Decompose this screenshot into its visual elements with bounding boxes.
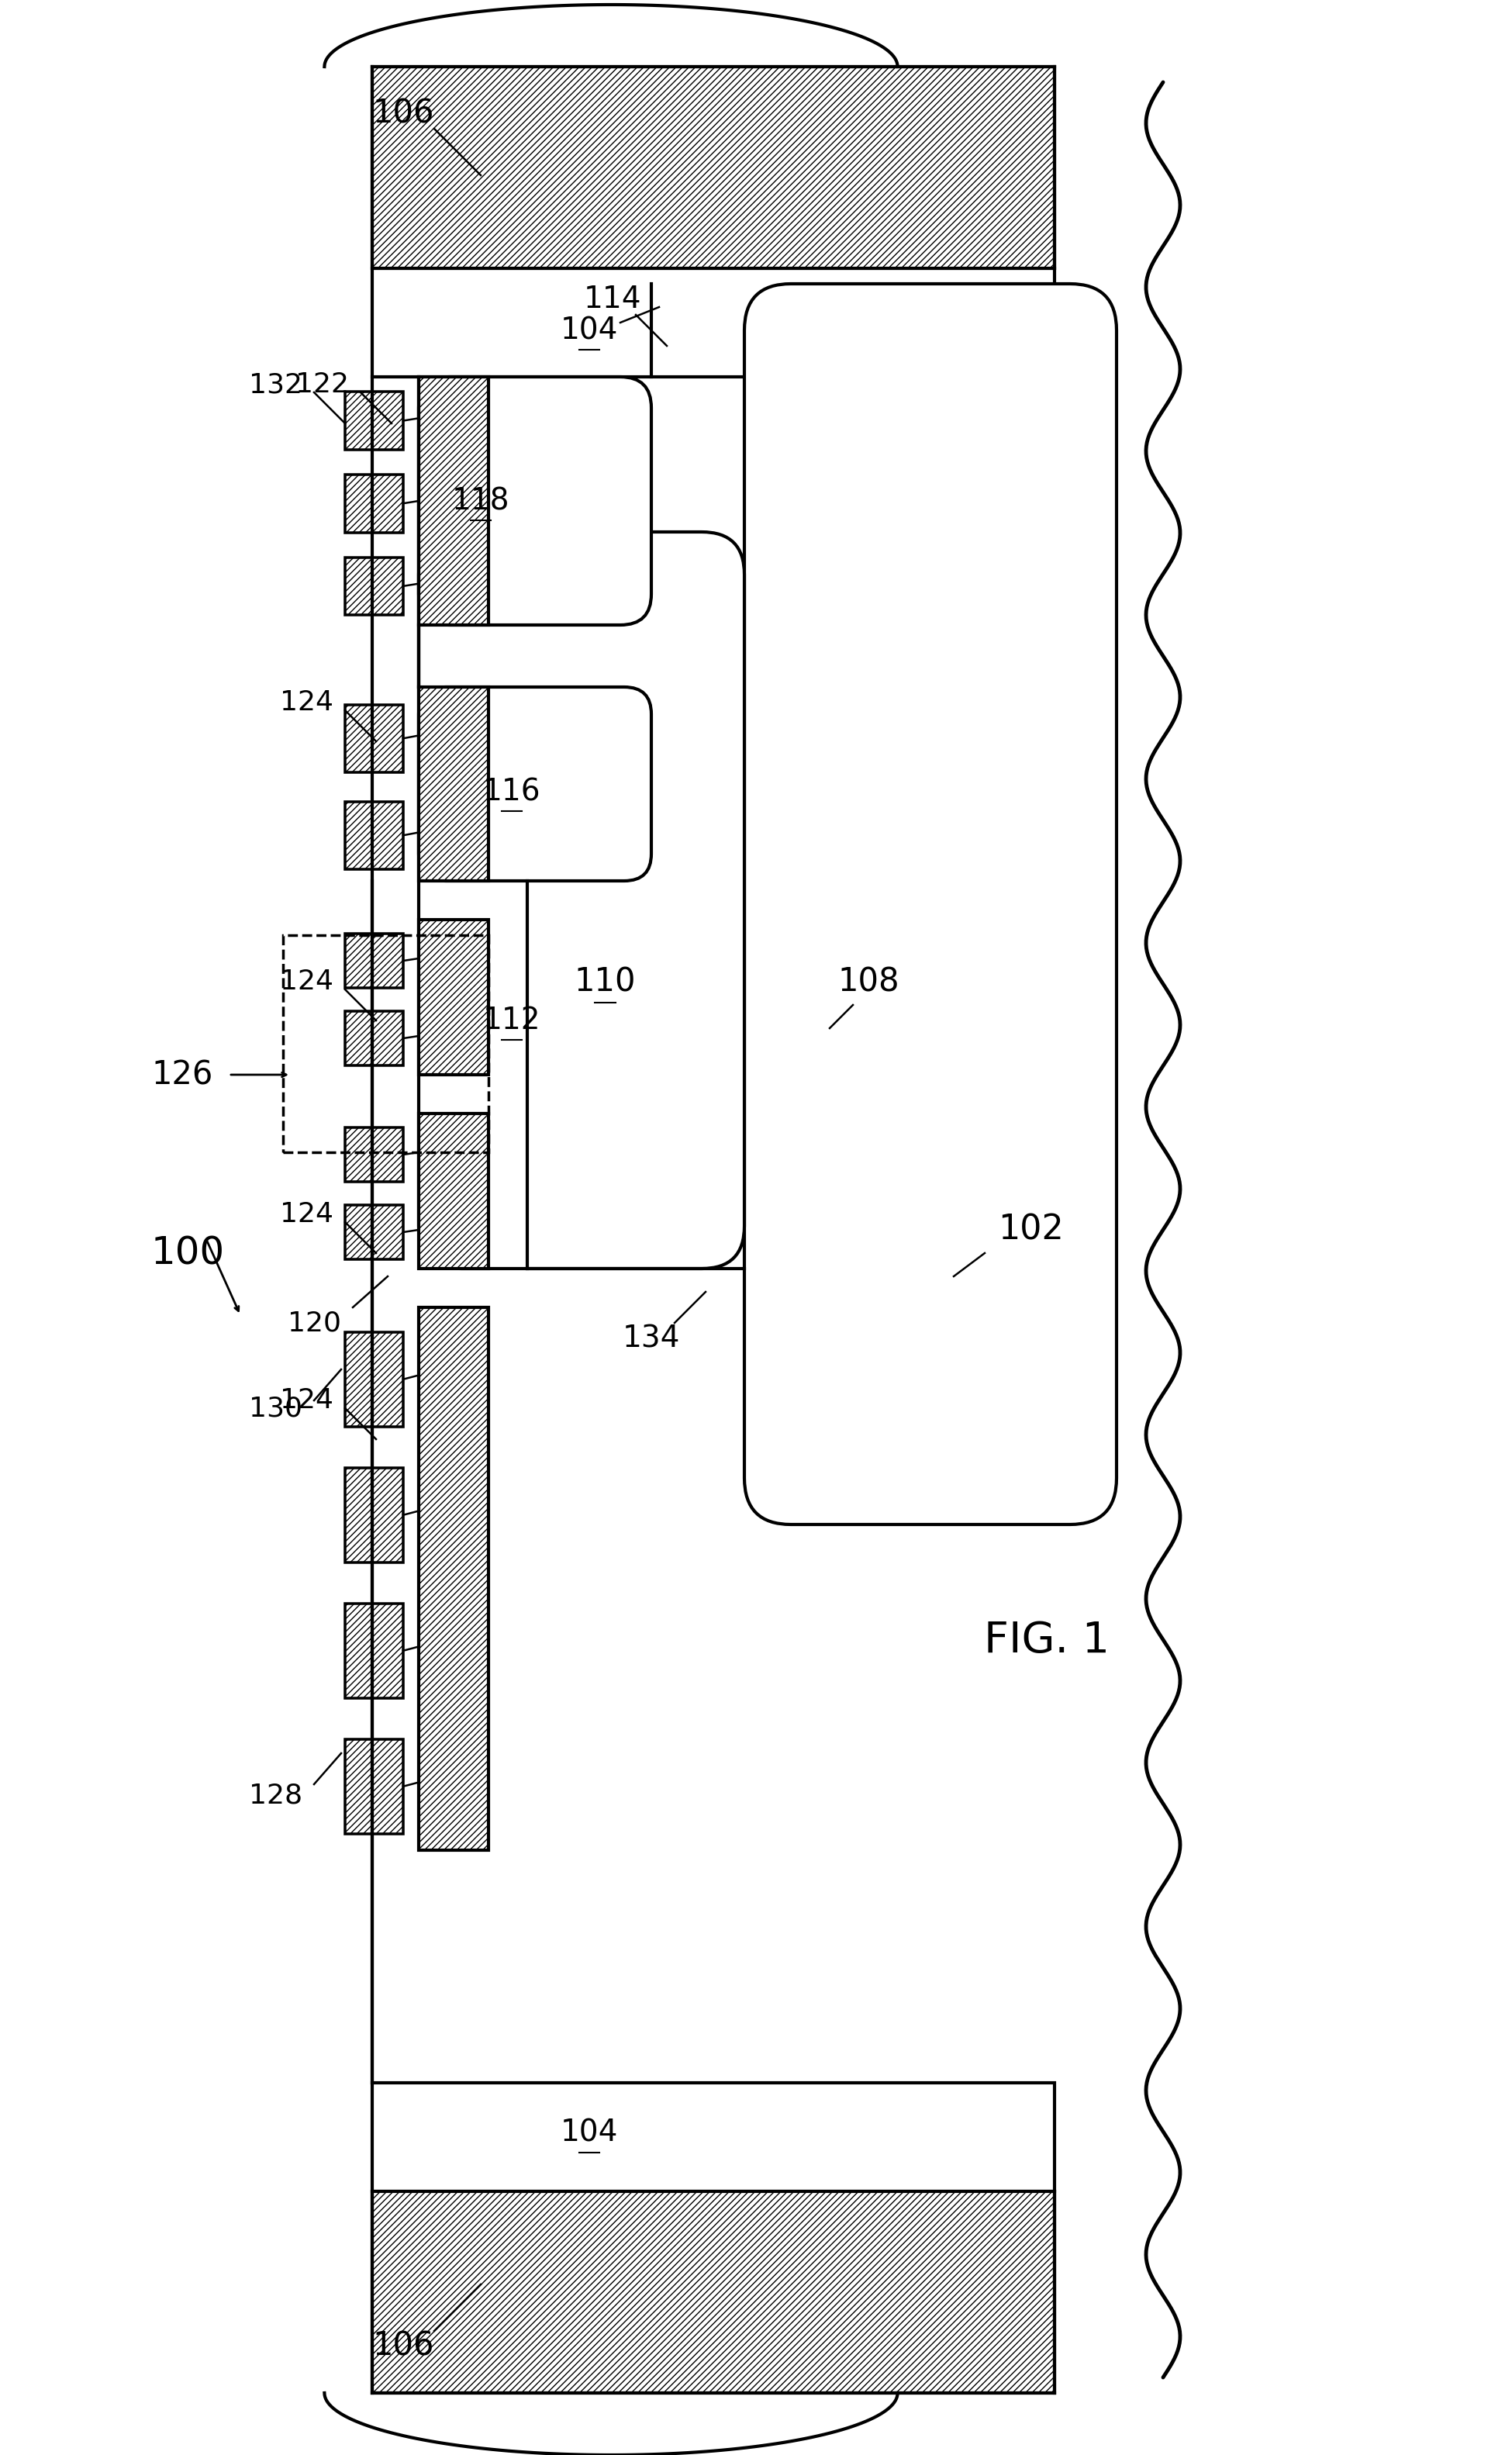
Text: 120: 120 [287,1309,342,1336]
Text: FIG. 1: FIG. 1 [984,1620,1110,1662]
Text: 126: 126 [151,1058,213,1090]
Text: 116: 116 [482,776,541,805]
Text: 122: 122 [295,371,349,398]
Bar [345,1127,404,1181]
Text: 106: 106 [372,96,434,130]
Bar [419,687,488,881]
Text: 106: 106 [372,2330,434,2362]
FancyBboxPatch shape [419,687,652,881]
Bar [283,935,488,1151]
Bar [419,921,488,1075]
Text: 124: 124 [280,1387,334,1414]
Bar [345,474,404,533]
Text: 130: 130 [249,1394,302,1421]
Text: 104: 104 [561,2119,618,2148]
Bar [345,1331,404,1426]
Text: 132: 132 [249,371,302,398]
Bar [419,1115,488,1269]
Text: 112: 112 [482,1007,541,1036]
Bar [345,1468,404,1561]
Text: 128: 128 [249,1782,302,1809]
Text: 124: 124 [280,970,334,994]
Text: 110: 110 [575,965,635,999]
Bar [345,393,404,449]
Text: 114: 114 [584,285,641,314]
Bar [345,800,404,869]
Bar [345,933,404,987]
Bar [372,2082,1054,2192]
Bar [345,1738,404,1834]
Bar [345,1603,404,1699]
Text: 102: 102 [998,1213,1064,1247]
Bar [372,66,1054,268]
Bar [372,268,1054,378]
Text: 100: 100 [151,1235,225,1272]
Bar [345,1205,404,1259]
Bar [345,557,404,616]
FancyBboxPatch shape [419,533,744,1269]
Text: 134: 134 [623,1323,680,1353]
Text: 108: 108 [838,965,900,999]
Bar [372,2192,1054,2394]
Bar [419,1309,488,1851]
Bar [419,378,488,626]
Text: 124: 124 [280,690,334,717]
Bar [345,1011,404,1065]
Bar [345,705,404,773]
FancyBboxPatch shape [419,378,652,626]
Text: 124: 124 [280,1200,334,1228]
FancyBboxPatch shape [744,285,1116,1525]
Text: 104: 104 [561,317,618,346]
Text: 118: 118 [452,486,510,516]
